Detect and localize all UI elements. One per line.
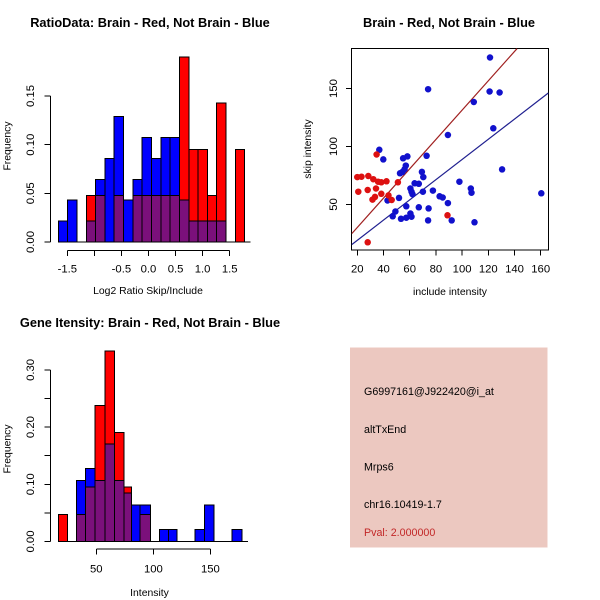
svg-text:150: 150: [328, 79, 340, 98]
svg-text:50: 50: [328, 198, 340, 211]
svg-text:0.00: 0.00: [25, 231, 37, 253]
svg-text:altTxEnd: altTxEnd: [364, 424, 406, 436]
svg-text:0.15: 0.15: [25, 85, 37, 107]
svg-text:0.10: 0.10: [25, 134, 37, 156]
svg-text:G6997161@J922420@i_at: G6997161@J922420@i_at: [364, 386, 494, 398]
svg-text:100: 100: [144, 564, 163, 576]
svg-text:140: 140: [505, 264, 524, 276]
svg-text:-1.5: -1.5: [58, 264, 77, 276]
svg-text:RatioData: Brain - Red, Not Br: RatioData: Brain - Red, Not Brain - Blue: [30, 15, 270, 30]
svg-text:100: 100: [453, 264, 472, 276]
svg-text:1.0: 1.0: [195, 264, 211, 276]
svg-text:0.30: 0.30: [25, 359, 37, 381]
svg-text:0.10: 0.10: [25, 473, 37, 495]
svg-text:0.00: 0.00: [25, 531, 37, 553]
svg-text:Frequency: Frequency: [3, 121, 14, 171]
svg-text:50: 50: [90, 564, 103, 576]
svg-text:0.20: 0.20: [25, 416, 37, 438]
svg-text:20: 20: [351, 264, 364, 276]
svg-text:Intensity: Intensity: [130, 588, 170, 599]
svg-text:80: 80: [430, 264, 443, 276]
svg-text:Frequency: Frequency: [3, 424, 14, 474]
svg-text:-0.5: -0.5: [112, 264, 131, 276]
svg-text:skip intensity: skip intensity: [303, 118, 314, 178]
svg-text:0.5: 0.5: [168, 264, 184, 276]
svg-text:100: 100: [328, 137, 340, 156]
svg-text:Gene Itensity: Brain - Red, No: Gene Itensity: Brain - Red, Not Brain - …: [20, 315, 280, 330]
svg-text:Brain - Red, Not Brain - Blue: Brain - Red, Not Brain - Blue: [363, 15, 535, 30]
svg-text:chr16.10419-1.7: chr16.10419-1.7: [364, 499, 442, 511]
svg-text:160: 160: [531, 264, 550, 276]
svg-text:120: 120: [479, 264, 498, 276]
svg-text:1.5: 1.5: [222, 264, 238, 276]
svg-text:0.05: 0.05: [25, 182, 37, 204]
svg-text:Pval: 2.000000: Pval: 2.000000: [364, 527, 435, 539]
svg-text:Log2 Ratio Skip/Include: Log2 Ratio Skip/Include: [93, 286, 203, 297]
svg-text:150: 150: [201, 564, 220, 576]
svg-text:40: 40: [377, 264, 390, 276]
svg-text:Mrps6: Mrps6: [364, 462, 394, 474]
svg-text:include intensity: include intensity: [413, 287, 488, 298]
svg-text:0.0: 0.0: [141, 264, 157, 276]
svg-text:60: 60: [403, 264, 416, 276]
